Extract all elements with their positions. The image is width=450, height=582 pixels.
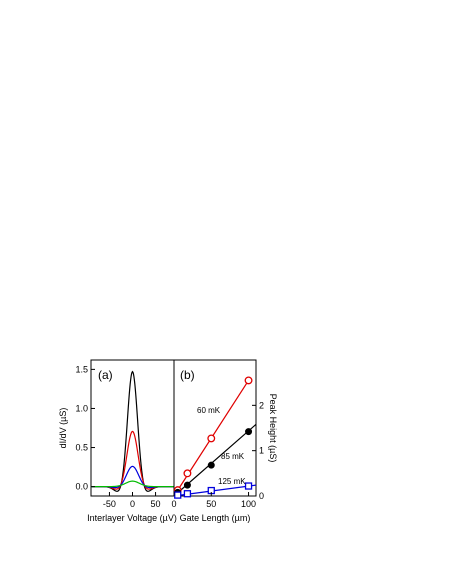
panel-a: (a) -50 0 50 0.0 0.5 1.0 1.5 Interlayer Volta… bbox=[58, 359, 177, 523]
panel-a-y-ticks: 0.0 0.5 1.0 1.5 bbox=[75, 364, 95, 492]
panel-b-point bbox=[207, 434, 216, 443]
panel-b-x-axis-label: Gate Length (µm) bbox=[180, 513, 251, 523]
panel-b: (b) 60 mK 85 mK 125 mK 0 50 100 0 1 2 Gate Len… bbox=[171, 359, 278, 523]
panel-b-y-axis-label: Peak Height (µS) bbox=[268, 394, 278, 463]
panel-b-y-tick-label: 0 bbox=[259, 491, 264, 501]
panel-a-curve-3 bbox=[91, 465, 174, 489]
panel-a-curve-2 bbox=[91, 430, 174, 490]
panel-b-series-labels: 60 mK 85 mK 125 mK bbox=[197, 406, 246, 486]
panel-b-frame bbox=[173, 359, 257, 497]
panel-b-y-tick-label: 1 bbox=[259, 446, 264, 456]
panel-a-curve-4 bbox=[91, 480, 174, 488]
panel-a-x-ticks: -50 0 50 bbox=[103, 492, 161, 509]
panel-b-series-label: 125 mK bbox=[218, 477, 246, 486]
panel-a-x-tick-label: 0 bbox=[130, 499, 135, 509]
panel-a-y-axis-label: dI/dV (µS) bbox=[58, 408, 68, 449]
panel-a-label: (a) bbox=[98, 368, 113, 382]
panel-b-point bbox=[183, 469, 192, 478]
panel-b-series-label: 85 mK bbox=[221, 452, 245, 461]
panel-a-x-axis-label: Interlayer Voltage (µV) bbox=[87, 513, 177, 523]
panel-b-point bbox=[183, 490, 192, 498]
panel-b-x-tick-label: 50 bbox=[206, 499, 216, 509]
panel-b-y-tick-label: 2 bbox=[259, 400, 264, 410]
panel-a-y-tick-label: 1.0 bbox=[75, 403, 88, 413]
panel-b-point bbox=[207, 461, 215, 469]
panel-b-point bbox=[244, 482, 253, 490]
panel-b-label: (b) bbox=[180, 368, 195, 382]
panel-b-point bbox=[174, 491, 182, 499]
panel-b-point bbox=[244, 376, 253, 385]
panel-b-series-label: 60 mK bbox=[197, 406, 221, 415]
panel-b-point bbox=[245, 428, 253, 436]
panel-a-x-tick-label: -50 bbox=[103, 499, 116, 509]
panel-a-y-tick-label: 1.5 bbox=[75, 364, 88, 374]
panel-b-y-ticks: 0 1 2 bbox=[252, 400, 264, 501]
panel-a-y-tick-label: 0.0 bbox=[75, 482, 88, 492]
panel-a-curves bbox=[91, 370, 174, 492]
panel-b-point bbox=[183, 481, 191, 489]
panel-b-points bbox=[173, 376, 253, 499]
panel-b-x-tick-label: 100 bbox=[241, 499, 256, 509]
panel-a-x-tick-label: 50 bbox=[151, 499, 161, 509]
panel-b-x-ticks: 0 50 100 bbox=[171, 492, 256, 509]
panel-b-x-tick-label: 0 bbox=[171, 499, 176, 509]
panel-a-y-tick-label: 0.5 bbox=[75, 443, 88, 453]
